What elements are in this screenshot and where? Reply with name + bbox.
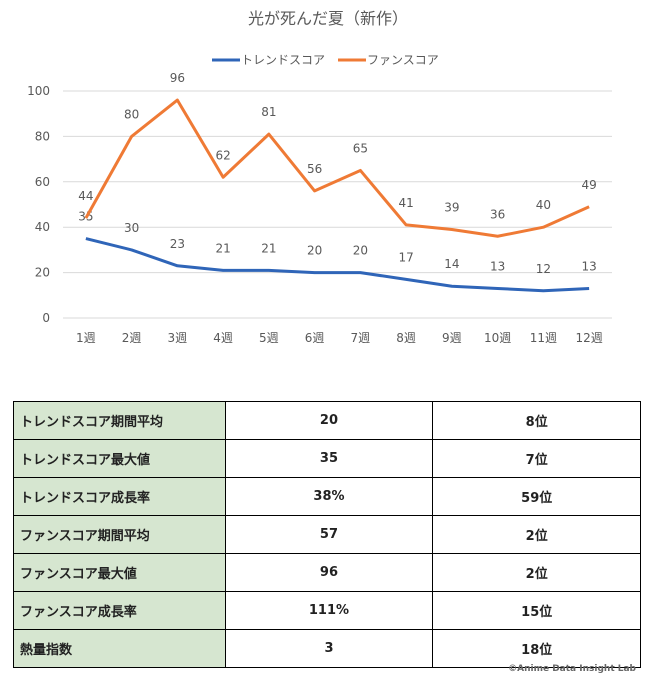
- table-row: ファンスコア最大値 96 2位: [13, 553, 641, 592]
- x-tick-label: 8週: [396, 331, 416, 345]
- data-label: 21: [215, 241, 230, 255]
- row-label: トレンドスコア成長率: [13, 477, 226, 516]
- row-label: トレンドスコア最大値: [13, 439, 226, 478]
- data-label: 49: [581, 178, 596, 192]
- x-tick-label: 6週: [305, 331, 325, 345]
- row-rank: 18位: [432, 629, 641, 668]
- row-value: 96: [224, 553, 434, 592]
- table-row: トレンドスコア期間平均 20 8位: [13, 401, 641, 440]
- legend-label: トレンドスコア: [241, 53, 325, 67]
- row-value: 38%: [224, 477, 434, 516]
- credit: ©Anime Data Insight Lab: [508, 664, 636, 674]
- row-label: トレンドスコア期間平均: [13, 401, 226, 440]
- y-tick-label: 40: [35, 220, 50, 234]
- x-tick-label: 9週: [442, 331, 462, 345]
- data-label: 20: [307, 244, 322, 258]
- row-value: 35: [224, 439, 434, 478]
- chart-title: 光が死んだ夏（新作）: [248, 9, 408, 28]
- row-value: 3: [224, 629, 434, 668]
- row-rank: 8位: [432, 401, 641, 440]
- y-tick-label: 20: [35, 266, 50, 280]
- legend-label: ファンスコア: [367, 53, 439, 67]
- row-rank: 2位: [432, 515, 641, 554]
- x-tick-label: 11週: [530, 331, 557, 345]
- row-rank: 59位: [432, 477, 641, 516]
- x-tick-label: 1週: [76, 331, 96, 345]
- table-row: ファンスコア期間平均 57 2位: [13, 515, 641, 554]
- x-tick-label: 2週: [122, 331, 142, 345]
- row-label: ファンスコア期間平均: [13, 515, 226, 554]
- row-value: 20: [224, 401, 434, 440]
- x-tick-label: 3週: [168, 331, 188, 345]
- y-tick-label: 0: [42, 311, 50, 325]
- row-label: 熱量指数: [13, 629, 226, 668]
- table-row: トレンドスコア成長率 38% 59位: [13, 477, 641, 516]
- series-line: [84, 98, 590, 238]
- row-rank: 15位: [432, 591, 641, 630]
- stats-table: トレンドスコア期間平均 20 8位 トレンドスコア最大値 35 7位 トレンドスコア成長率 3…: [13, 401, 641, 668]
- data-label: 36: [490, 207, 505, 221]
- x-tick-label: 5週: [259, 331, 279, 345]
- row-value: 57: [224, 515, 434, 554]
- y-tick-label: 80: [35, 129, 50, 143]
- data-label: 12: [536, 262, 551, 276]
- row-rank: 2位: [432, 553, 641, 592]
- data-label: 20: [353, 244, 368, 258]
- x-tick-label: 7週: [351, 331, 371, 345]
- table-row: ファンスコア成長率 111% 15位: [13, 591, 641, 630]
- data-label: 21: [261, 241, 276, 255]
- data-label: 23: [170, 237, 185, 251]
- data-label: 39: [444, 200, 459, 214]
- data-label: 96: [170, 71, 185, 85]
- data-label: 56: [307, 162, 322, 176]
- row-rank: 7位: [432, 439, 641, 478]
- data-label: 80: [124, 107, 139, 121]
- row-value: 111%: [224, 591, 434, 630]
- x-tick-label: 12週: [575, 331, 602, 345]
- table-row: 熱量指数 3 18位: [13, 629, 641, 668]
- data-label: 30: [124, 221, 139, 235]
- line-chart: 光が死んだ夏（新作） 0 20 40 60 80 100 1週 2週 3週 4週 5週 6週 7週 8週 9週…: [27, 9, 612, 345]
- row-label: ファンスコア最大値: [13, 553, 226, 592]
- y-tick-label: 60: [35, 175, 50, 189]
- y-tick-label: 100: [27, 84, 50, 98]
- x-tick-label: 10週: [484, 331, 511, 345]
- x-tick-label: 4週: [213, 331, 233, 345]
- data-label: 13: [490, 259, 505, 273]
- data-label: 62: [215, 148, 230, 162]
- data-label: 40: [536, 198, 551, 212]
- data-label: 41: [398, 196, 413, 210]
- data-label: 81: [261, 105, 276, 119]
- data-label: 65: [353, 141, 368, 155]
- data-label: 17: [398, 250, 413, 264]
- data-label: 13: [581, 259, 596, 273]
- data-label: 14: [444, 257, 459, 271]
- table-row: トレンドスコア最大値 35 7位: [13, 439, 641, 478]
- series-line: [85, 237, 590, 293]
- row-label: ファンスコア成長率: [13, 591, 226, 630]
- data-label: 44: [78, 189, 93, 203]
